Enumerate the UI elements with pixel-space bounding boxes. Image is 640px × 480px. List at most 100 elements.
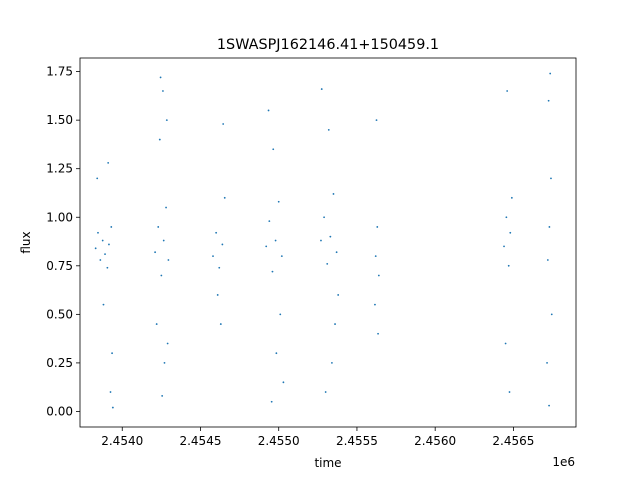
data-point: [160, 274, 163, 277]
y-tick-label: 1.00: [46, 210, 73, 224]
data-point: [282, 381, 285, 384]
data-point: [508, 391, 511, 393]
x-axis-offset-label: 1e6: [552, 455, 575, 469]
data-point: [159, 76, 162, 79]
x-tick-label: 2.4555: [336, 434, 378, 448]
data-point: [505, 216, 508, 219]
data-point: [548, 226, 551, 228]
x-tick-label: 2.4545: [179, 434, 221, 448]
data-point: [327, 128, 330, 131]
data-point: [155, 323, 158, 325]
y-axis-label: flux: [19, 231, 33, 253]
data-point: [108, 243, 110, 246]
data-point: [546, 259, 549, 261]
y-tick-label: 0.00: [46, 404, 73, 418]
data-point: [268, 220, 271, 223]
data-point: [331, 362, 333, 364]
data-point: [99, 259, 102, 261]
data-point: [162, 90, 164, 92]
data-point: [335, 251, 338, 254]
data-point: [547, 99, 550, 102]
x-tick-label: 2.4560: [414, 434, 456, 448]
data-point: [550, 177, 552, 180]
y-axis: 0.00 0.25 0.50 0.75 1.00 1.25 1.50 1.75: [46, 65, 80, 418]
data-point: [377, 274, 380, 277]
y-tick-label: 0.25: [46, 356, 73, 370]
y-tick-label: 1.50: [46, 113, 73, 127]
data-point: [111, 406, 114, 409]
data-point: [377, 332, 379, 335]
data-point: [111, 352, 113, 355]
data-point: [375, 119, 378, 122]
data-point: [109, 391, 112, 393]
x-axis: 2.4540 2.4545 2.4550 2.4555 2.4560 2.4565: [101, 427, 534, 448]
data-point: [504, 342, 507, 345]
data-point: [320, 239, 322, 242]
data-point: [272, 148, 275, 151]
data-point: [374, 303, 376, 306]
data-point: [216, 294, 219, 296]
data-point: [334, 323, 336, 325]
data-point: [96, 177, 99, 180]
data-point: [510, 196, 513, 199]
data-point: [154, 251, 157, 254]
x-tick-label: 2.4540: [101, 434, 143, 448]
data-point: [507, 264, 510, 267]
data-point: [107, 161, 110, 164]
data-point: [97, 231, 99, 234]
x-axis-label: time: [314, 456, 341, 470]
y-tick-label: 1.75: [46, 65, 73, 79]
data-point: [549, 72, 552, 75]
data-point: [275, 352, 278, 355]
data-point: [271, 270, 274, 273]
y-tick-label: 0.75: [46, 259, 73, 273]
plot-frame: [79, 57, 577, 428]
data-point: [165, 119, 168, 122]
data-point: [218, 266, 221, 269]
x-tick-label: 2.4550: [258, 434, 300, 448]
y-tick-label: 0.50: [46, 307, 73, 321]
data-point: [503, 245, 505, 248]
data-point: [548, 404, 550, 407]
data-point: [277, 200, 280, 203]
data-point: [106, 266, 109, 269]
data-point: [320, 88, 323, 90]
data-point: [376, 226, 379, 228]
data-point: [165, 206, 167, 209]
data-point: [270, 400, 273, 403]
data-point: [157, 226, 160, 228]
chart-title: 1SWASPJ162146.41+150459.1: [217, 37, 439, 53]
x-tick-label: 2.4565: [492, 434, 534, 448]
data-point: [104, 253, 106, 256]
data-point: [94, 247, 97, 250]
data-point: [167, 259, 170, 261]
data-point: [166, 342, 169, 345]
data-point: [332, 193, 335, 195]
y-tick-label: 1.25: [46, 162, 73, 176]
data-point: [374, 255, 377, 257]
data-point: [546, 362, 548, 364]
data-point: [110, 226, 113, 228]
data-point: [324, 391, 327, 393]
scatter-points: [94, 72, 553, 409]
data-point: [158, 138, 161, 141]
data-point: [101, 239, 104, 242]
data-point: [215, 231, 218, 234]
data-point: [222, 123, 225, 125]
data-point: [161, 395, 164, 397]
data-point: [162, 239, 165, 242]
data-point: [279, 313, 282, 316]
data-point: [506, 90, 509, 92]
data-point: [326, 262, 329, 265]
data-point: [102, 303, 105, 306]
data-point: [337, 294, 340, 296]
data-point: [550, 313, 553, 316]
data-point: [212, 255, 214, 257]
data-point: [280, 255, 283, 257]
data-point: [163, 362, 166, 364]
data-point: [274, 239, 277, 242]
data-point: [221, 243, 224, 246]
data-point: [223, 196, 226, 199]
